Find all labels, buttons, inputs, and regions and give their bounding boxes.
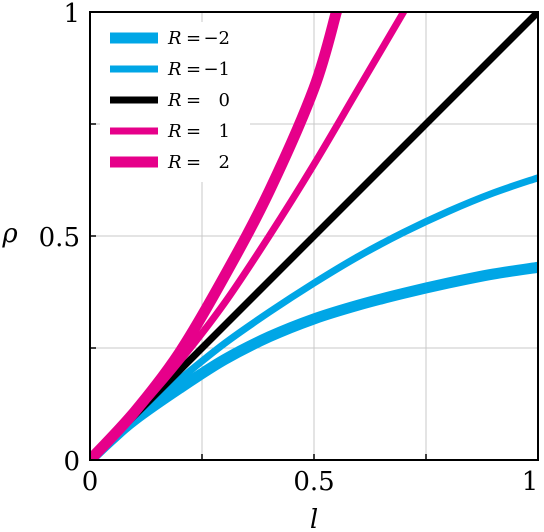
x-tick-label: 0 (82, 467, 99, 497)
legend-label: −2 (203, 28, 230, 49)
legend-label: R (167, 152, 182, 173)
x-tick-label: 0.5 (293, 467, 334, 497)
series-lines (90, 12, 538, 460)
legend-label: R (167, 59, 182, 80)
x-axis-label: l (310, 505, 318, 532)
legend-label: 1 (219, 121, 230, 142)
legend: R = −2R = −1R = 0R = 1R = 2 (100, 22, 250, 182)
legend-label: = (186, 121, 201, 142)
legend-label: 0 (219, 90, 230, 111)
legend-label: = (186, 90, 201, 111)
legend-label: = (186, 28, 201, 49)
legend-label: R (167, 28, 182, 49)
legend-label: = (186, 59, 201, 80)
series-line (90, 12, 538, 460)
y-tick-label: 0.5 (39, 223, 80, 253)
legend-label: R (167, 121, 182, 142)
series-line (90, 12, 342, 460)
y-axis-label: ρ (1, 219, 18, 249)
legend-label: −1 (203, 59, 230, 80)
y-tick-label: 1 (63, 0, 80, 29)
legend-label: R (167, 90, 182, 111)
legend-label: = (186, 152, 201, 173)
tick-marks (89, 11, 539, 461)
x-tick-label: 1 (522, 467, 539, 497)
legend-label: 2 (219, 152, 230, 173)
y-tick-label: 0 (63, 447, 80, 477)
